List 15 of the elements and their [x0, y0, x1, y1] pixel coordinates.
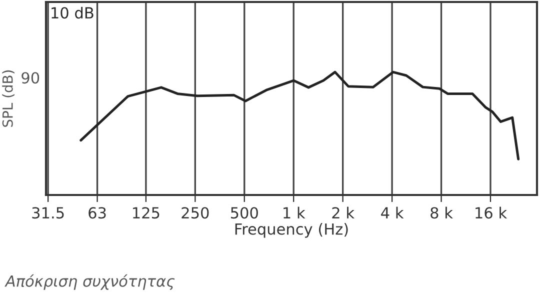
- x-tick-label: 1 k: [284, 206, 306, 218]
- x-tick-label: 125: [133, 207, 160, 219]
- x-tick-label: 500: [230, 207, 258, 219]
- x-tick-label: 4 k: [381, 206, 404, 218]
- x-tick-label: 16 k: [476, 206, 508, 219]
- text: 10 dB: [52, 6, 94, 19]
- x-tick-label: 8 k: [430, 206, 453, 219]
- x-tick-label: 31.5: [32, 207, 64, 219]
- x-axis-title: Frequency (Hz): [235, 222, 348, 238]
- x-tick-label: 2 k: [332, 206, 354, 218]
- y-axis-title: SPL (dB): [2, 70, 14, 127]
- x-tick-label: 250: [182, 207, 209, 219]
- x-tick-label: 63: [88, 207, 106, 219]
- text: Απόκριση συχνότητας: [4, 274, 175, 290]
- text: 90: [22, 72, 40, 84]
